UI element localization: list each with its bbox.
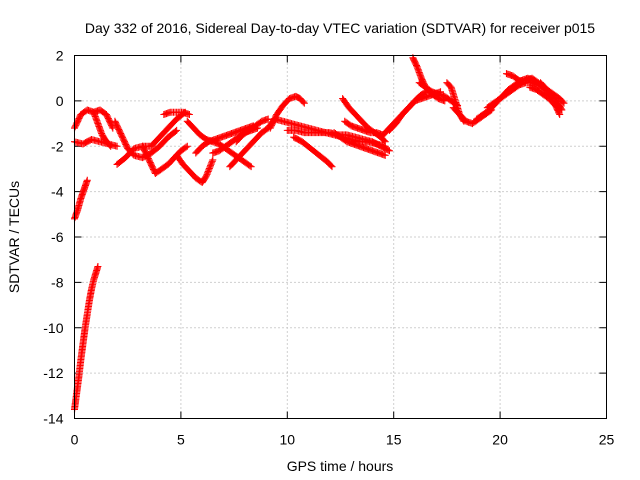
series-arc-ag — [537, 79, 568, 107]
data-point — [381, 151, 389, 159]
data-points — [71, 54, 568, 413]
data-point — [208, 157, 216, 165]
series-arc-a — [71, 176, 91, 223]
y-tick-label: -6 — [51, 229, 64, 245]
series-arc-j — [173, 151, 217, 187]
y-tick-label: -12 — [43, 365, 63, 381]
data-point — [113, 142, 121, 150]
series-arc-o — [232, 115, 272, 146]
data-point — [106, 141, 114, 149]
data-point — [328, 163, 336, 171]
x-tick-label: 10 — [280, 432, 296, 448]
data-point — [299, 98, 307, 106]
series-arc-i — [160, 108, 193, 118]
data-point — [208, 159, 216, 167]
data-point — [204, 169, 212, 177]
series-arc-h — [139, 142, 191, 177]
data-point — [384, 146, 392, 154]
data-point — [171, 127, 179, 135]
plot-frame — [74, 55, 607, 419]
data-point — [207, 160, 215, 168]
data-point — [555, 109, 563, 117]
x-tick-label: 0 — [71, 432, 79, 448]
data-point — [202, 172, 210, 180]
data-point — [205, 165, 213, 173]
series-arc-p — [266, 92, 308, 132]
data-point — [185, 110, 193, 118]
data-point — [459, 116, 467, 124]
data-point — [209, 156, 217, 164]
data-point — [385, 147, 393, 155]
x-axis-label: GPS time / hours — [287, 458, 394, 474]
data-point — [300, 99, 308, 107]
data-point — [381, 138, 389, 146]
y-tick-label: -10 — [43, 320, 63, 336]
y-axis-label: SDTVAR / TECUs — [6, 181, 22, 293]
data-point — [206, 162, 214, 170]
data-point — [205, 166, 213, 174]
series-arc-d — [71, 135, 121, 150]
x-tick-label: 5 — [177, 432, 185, 448]
data-point — [173, 126, 181, 134]
data-point — [560, 99, 568, 107]
series-arc-e — [90, 108, 115, 150]
y-tick-label: -8 — [51, 274, 64, 290]
y-tick-labels: -14 -12 -10 -8 -6 -4 -2 0 2 — [43, 48, 63, 427]
chart-title: Day 332 of 2016, Sidereal Day-to-day VTE… — [85, 20, 595, 36]
data-point — [183, 142, 191, 150]
x-tick-label: 20 — [492, 432, 508, 448]
data-point — [206, 163, 214, 171]
data-point — [556, 110, 564, 118]
series-arc-z — [415, 79, 462, 109]
data-point — [107, 142, 115, 150]
y-tick-label: 0 — [56, 93, 64, 109]
x-tick-labels: 0 5 10 15 20 25 — [71, 432, 615, 448]
series-arc-l — [192, 122, 257, 157]
data-point — [246, 162, 254, 170]
series-arc-s — [290, 133, 336, 171]
data-point — [203, 170, 211, 178]
series-arc-f — [111, 117, 181, 162]
x-tick-label: 15 — [386, 432, 402, 448]
data-point — [182, 143, 190, 151]
data-point — [94, 262, 102, 270]
series-arc-ab — [443, 79, 468, 125]
series-arc-g — [113, 108, 189, 168]
series-arc-u — [330, 129, 389, 159]
data-point — [559, 98, 567, 106]
series-arc-v — [339, 95, 389, 146]
y-tick-label: -14 — [43, 411, 63, 427]
series-arc-af — [526, 83, 564, 118]
data-point — [264, 115, 272, 123]
data-point — [327, 162, 335, 170]
series-arc-b — [71, 262, 102, 413]
grid-lines — [74, 55, 607, 419]
data-point — [460, 117, 468, 125]
y-tick-label: -2 — [51, 138, 64, 154]
y-tick-label: -4 — [51, 184, 64, 200]
y-tick-label: 2 — [56, 48, 64, 64]
data-point — [83, 176, 91, 184]
data-point — [247, 163, 255, 171]
data-point — [380, 137, 388, 145]
x-tick-label: 25 — [599, 432, 615, 448]
data-point — [204, 167, 212, 175]
